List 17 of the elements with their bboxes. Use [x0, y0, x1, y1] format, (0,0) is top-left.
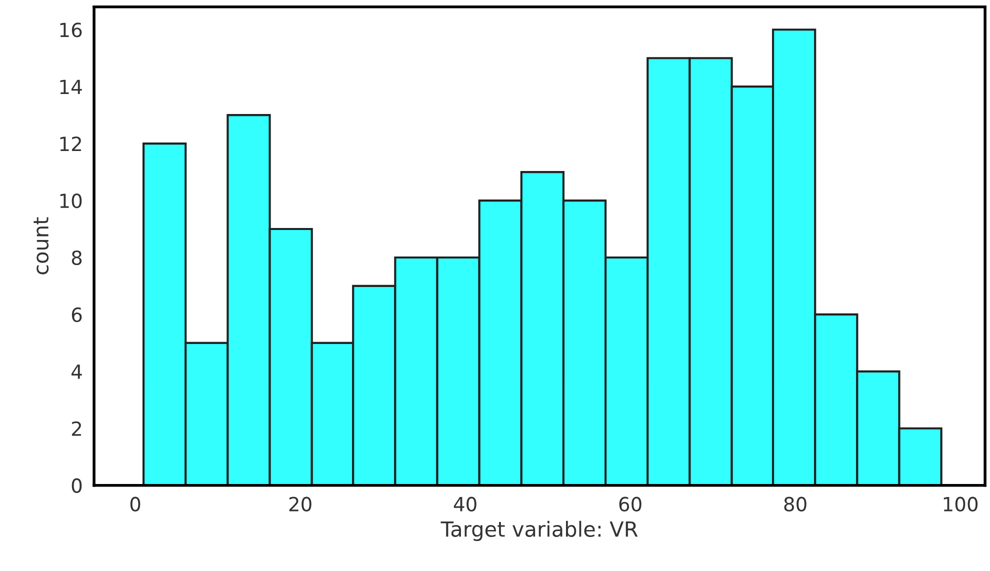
x-axis-title: Target variable: VR: [440, 520, 638, 541]
x-tick-label: 20: [289, 496, 312, 512]
y-tick-label: 2: [72, 421, 81, 436]
y-tick-label: 4: [72, 364, 82, 379]
x-tick-label: 100: [944, 496, 978, 512]
x-tick-label: 0: [130, 496, 140, 512]
x-tick-label: 40: [454, 496, 476, 512]
x-tick-label: 60: [619, 496, 642, 512]
y-tick-label: 12: [60, 136, 81, 151]
x-tick-label: 80: [784, 496, 806, 512]
y-tick-label: 10: [60, 193, 82, 208]
y-tick-label: 16: [60, 22, 82, 38]
y-tick-label: 6: [72, 307, 82, 322]
y-tick-label: 14: [60, 80, 82, 94]
y-tick-label: 0: [72, 478, 82, 494]
y-axis-title: count: [34, 217, 49, 274]
y-tick-label: 8: [72, 250, 82, 266]
